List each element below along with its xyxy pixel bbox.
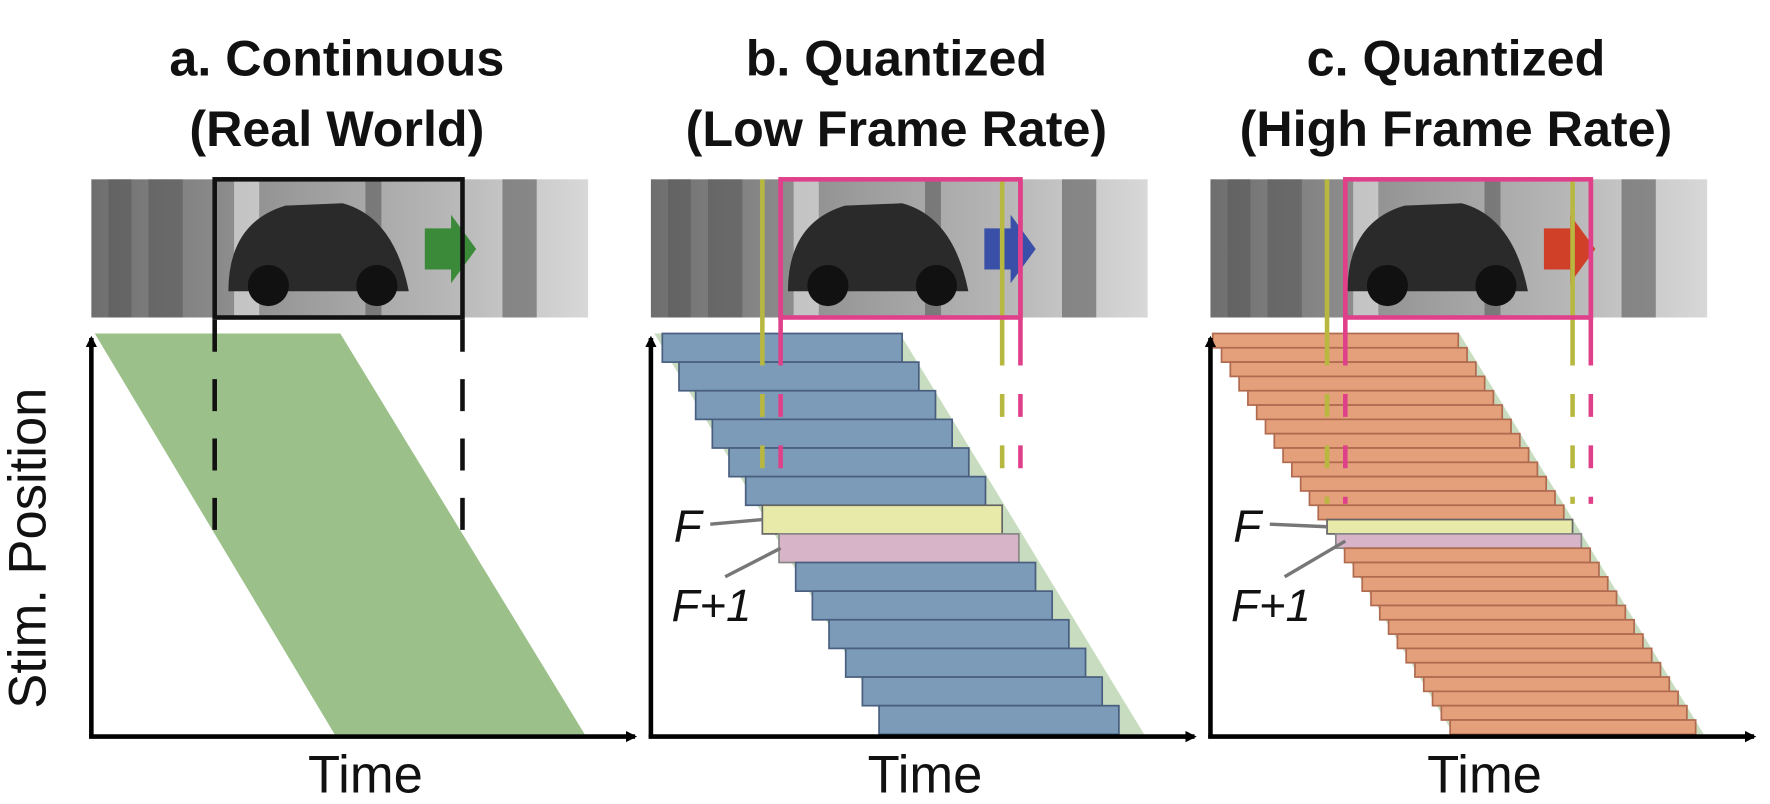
frame-bar xyxy=(1247,389,1495,406)
frame-bar xyxy=(878,704,1120,736)
pillar xyxy=(108,179,132,318)
frame-bar xyxy=(694,389,937,421)
frame-bar xyxy=(1343,547,1592,564)
frame-label: F+1 xyxy=(1231,580,1311,631)
wheel xyxy=(1366,264,1409,307)
frame-pointer xyxy=(1269,522,1328,529)
wheel xyxy=(356,264,398,307)
frame-bar xyxy=(728,447,970,478)
frame-bar xyxy=(828,618,1070,650)
frame-bar xyxy=(1352,561,1600,578)
pillar xyxy=(1267,179,1302,318)
panel-title: (Low Frame Rate) xyxy=(686,101,1107,157)
motion-arrow xyxy=(984,214,1036,284)
frame-bar xyxy=(1282,447,1530,464)
pillar xyxy=(1062,179,1097,318)
frame-label: F xyxy=(674,500,705,551)
wheel xyxy=(247,264,289,307)
pillar xyxy=(708,179,743,318)
frame-pointer xyxy=(724,546,782,579)
x-axis-label: Time xyxy=(868,746,983,804)
pillar xyxy=(148,179,183,318)
frame-bar xyxy=(1299,475,1548,492)
frame-bar xyxy=(678,361,920,392)
frame-bar xyxy=(1334,533,1583,550)
frame-bar xyxy=(844,647,1087,678)
frame-bar xyxy=(1326,518,1574,535)
motion-arrow xyxy=(1543,214,1596,284)
frame-bar xyxy=(811,590,1054,621)
panel-title: a. Continuous xyxy=(169,30,504,86)
panel-title: c. Quantized xyxy=(1307,30,1606,86)
frame-bar xyxy=(861,676,1104,707)
frame-bar xyxy=(1422,676,1671,693)
frame-bar xyxy=(1264,418,1512,435)
frame-bar xyxy=(1361,575,1609,593)
frame-bar xyxy=(1211,332,1460,349)
frame-bar xyxy=(1370,590,1618,607)
pillar xyxy=(502,179,537,318)
x-axis-label: Time xyxy=(308,746,423,804)
frame-bar xyxy=(1414,661,1662,678)
frame-pointer xyxy=(1283,539,1347,579)
frame-bar xyxy=(711,418,954,449)
frame-bar xyxy=(1449,719,1697,736)
pillar xyxy=(668,179,691,318)
frame-bar xyxy=(761,504,1004,535)
frame-label: F xyxy=(1233,500,1264,551)
frame-bar xyxy=(1431,690,1679,707)
frame-bar xyxy=(1378,604,1627,621)
pillar xyxy=(1621,179,1656,318)
frame-bar xyxy=(794,561,1037,593)
panel-title: (High Frame Rate) xyxy=(1240,101,1673,157)
frame-pointer xyxy=(710,517,763,526)
frame-bar xyxy=(778,533,1020,564)
continuous-band xyxy=(94,333,585,735)
panel-title: (Real World) xyxy=(189,101,484,157)
wheel xyxy=(807,264,849,307)
frame-bar xyxy=(1396,633,1644,650)
x-axis-label: Time xyxy=(1427,746,1542,804)
frame-bar xyxy=(1273,432,1521,449)
view-box xyxy=(778,177,1023,320)
frame-bar xyxy=(744,475,987,507)
frame-bar xyxy=(1255,404,1504,421)
wheel xyxy=(1475,264,1517,307)
view-box xyxy=(212,177,465,320)
frame-bar xyxy=(1229,361,1477,378)
frame-bar xyxy=(1440,704,1688,721)
pillar xyxy=(1227,179,1251,318)
frame-label: F+1 xyxy=(671,580,751,631)
frame-bar xyxy=(1317,504,1565,521)
panel-title: b. Quantized xyxy=(746,30,1047,86)
y-axis-label: Stim. Position xyxy=(0,388,58,709)
wheel xyxy=(915,264,957,307)
frame-bar xyxy=(1238,375,1486,392)
frame-bar xyxy=(1405,647,1653,664)
frame-bar xyxy=(1387,618,1635,635)
view-box xyxy=(1343,177,1594,320)
